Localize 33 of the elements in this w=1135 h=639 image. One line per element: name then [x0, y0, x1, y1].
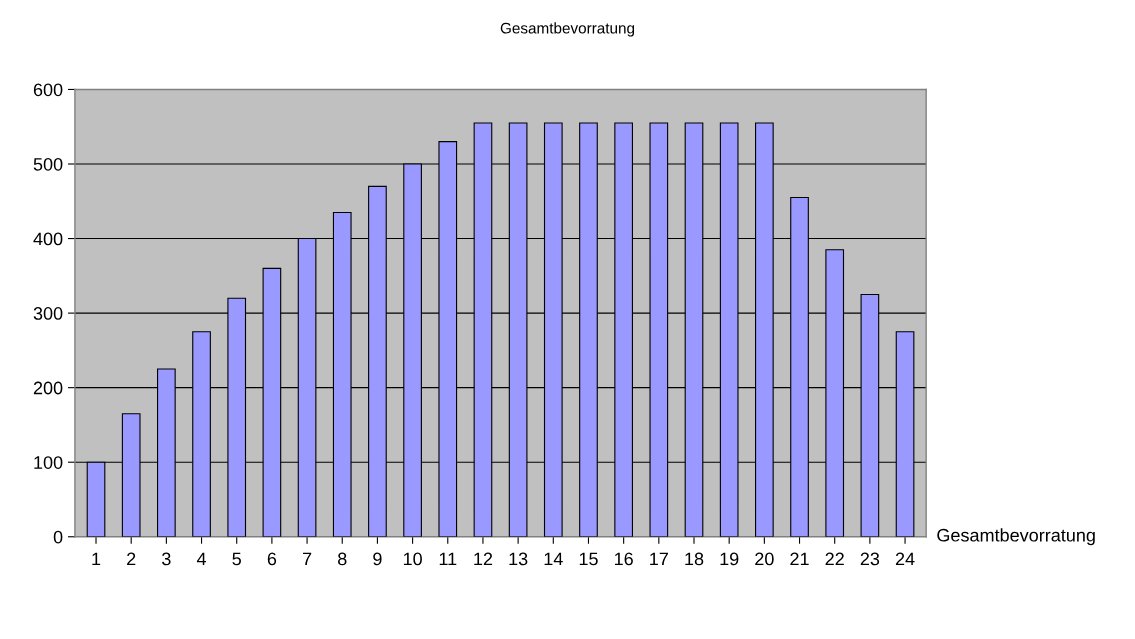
x-tick-label: 13 — [509, 552, 528, 566]
x-tick-label: 21 — [790, 552, 809, 566]
x-tick-label: 4 — [196, 552, 207, 566]
x-tick-label: 22 — [825, 552, 844, 566]
chart-title: Gesamtbevorratung — [500, 22, 635, 37]
x-tick-label: 10 — [403, 552, 422, 566]
x-tick-label: 9 — [373, 552, 382, 566]
x-tick-label: 19 — [720, 552, 739, 566]
x-tick-label: 7 — [302, 552, 312, 566]
x-tick-label: 20 — [755, 552, 774, 566]
x-tick-label: 5 — [232, 552, 241, 566]
y-tick-label: 0 — [53, 530, 63, 544]
x-tick-label: 18 — [685, 552, 704, 566]
x-tick-label: 23 — [860, 552, 880, 566]
x-tick-label: 14 — [544, 552, 563, 566]
x-tick-label: 3 — [162, 552, 171, 566]
x-tick-label: 15 — [579, 552, 598, 566]
y-tick-label: 300 — [33, 307, 63, 320]
x-tick-label: 11 — [439, 552, 457, 566]
y-tick-label: 400 — [33, 232, 63, 246]
y-tick-label: 500 — [33, 157, 63, 171]
x-tick-label: 2 — [127, 552, 136, 566]
x-tick-label: 6 — [267, 552, 277, 566]
x-tick-label: 12 — [474, 552, 493, 566]
x-tick-label: 16 — [614, 552, 633, 566]
y-tick-label: 600 — [33, 83, 63, 97]
x-tick-label: 24 — [895, 552, 915, 566]
y-tick-label: 100 — [34, 456, 63, 469]
x-tick-label: 1 — [92, 552, 101, 566]
series-label: Gesamtbevorratung — [937, 528, 1095, 546]
x-tick-label: 8 — [338, 552, 347, 566]
x-tick-label: 17 — [650, 552, 668, 566]
y-tick-label: 200 — [33, 381, 63, 395]
